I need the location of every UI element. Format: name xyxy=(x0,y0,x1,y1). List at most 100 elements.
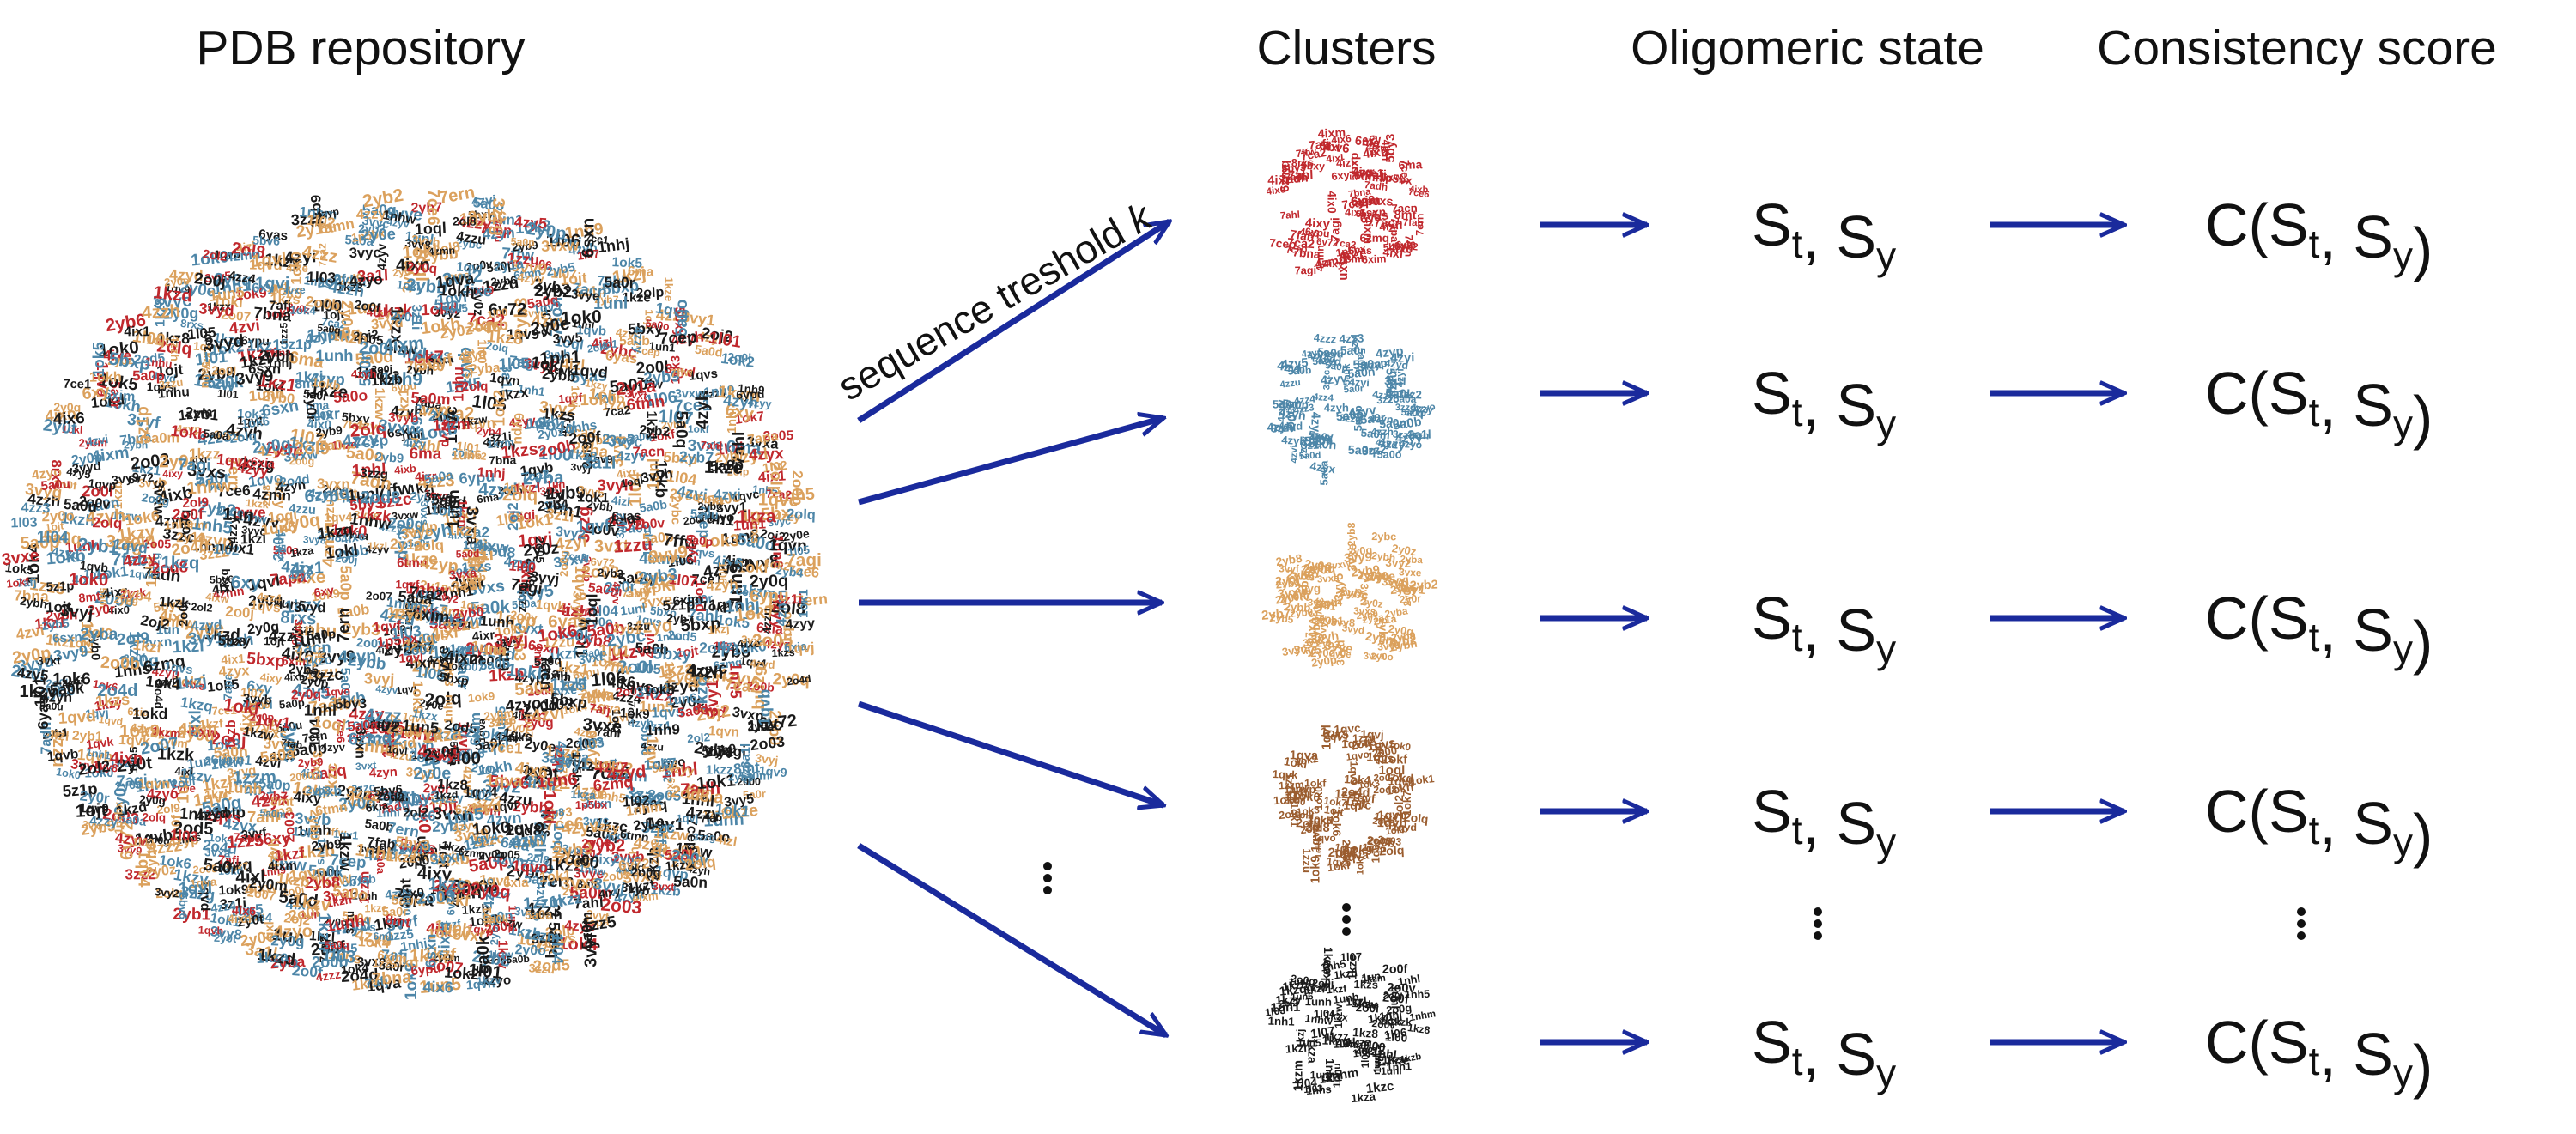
pdb-id-word: 1kzh xyxy=(60,509,95,530)
cluster-id-word: 2yb8 xyxy=(1346,522,1358,546)
subscript: y xyxy=(1876,820,1896,864)
subscript: y xyxy=(2393,233,2413,278)
pdb-id-word: 1qvk xyxy=(402,710,428,725)
pdb-id-word: 4ixy xyxy=(592,852,617,868)
pdb-id-word: 2o0j xyxy=(178,602,191,627)
pdb-id-word: 3vy9 xyxy=(117,841,143,858)
pdb-id-word: 7ern xyxy=(795,590,829,609)
score-symbol: ) xyxy=(2413,384,2433,451)
subscript: t xyxy=(2309,1039,2320,1083)
pdb-id-word: 5a0o xyxy=(345,443,386,466)
pdb-id-word: 3zzg xyxy=(489,198,507,236)
pdb-id-word: 2o0f xyxy=(566,737,595,752)
pdb-id-word: 2yb0 xyxy=(766,710,783,745)
score-symbol: S xyxy=(2269,1009,2309,1076)
cluster-id-word: 5bv6 xyxy=(1356,209,1377,221)
pdb-id-word: 2y0t xyxy=(505,719,531,736)
pdb-id-word: 6xy xyxy=(231,573,262,593)
pdb-id-word: 1qvd xyxy=(393,635,433,656)
pdb-id-word: 2y1a xyxy=(615,376,657,399)
pdb-id-word: 2o0f xyxy=(173,506,204,523)
pdb-id-word: 5bv6 xyxy=(177,894,190,919)
pdb-id-word: 1ok0 xyxy=(173,674,207,690)
pdb-id-word: 2y0e xyxy=(581,835,612,852)
pdb-id-word: 1kzd xyxy=(544,741,581,762)
pdb-id-word: 1l04 xyxy=(37,529,70,547)
pdb-id-word: 4ixy xyxy=(259,670,283,686)
pdb-id-word: 7ca2 xyxy=(590,763,629,784)
pdb-id-word: 4ix6 xyxy=(422,979,453,997)
pdb-id-word: 1okl xyxy=(540,791,559,825)
pdb-id-word: 2y0m xyxy=(673,552,702,567)
pdb-id-word: 2olq xyxy=(143,810,167,823)
cluster-id-word: 3vyd xyxy=(1341,623,1365,636)
pdb-id-word: 3zzg xyxy=(360,466,389,482)
pdb-id-word: 2olq xyxy=(327,324,361,343)
pdb-id-word: 5a0m xyxy=(410,389,451,408)
pdb-id-word: 1kzj xyxy=(295,368,324,385)
ellipsis-consistency xyxy=(2297,907,2306,940)
pdb-id-word: 2ybb xyxy=(347,652,387,674)
pdb-id-word: 1ok4 xyxy=(23,543,43,585)
pdb-id-word: 7ahl xyxy=(597,273,625,288)
pdb-id-word: 2y0r xyxy=(303,391,319,421)
pdb-id-word: 1l00 xyxy=(312,296,343,314)
pdb-id-word: 1l02 xyxy=(713,639,736,653)
pdb-id-word: 1zzm xyxy=(702,804,732,822)
cluster-id-word: 3vy5 xyxy=(1333,573,1346,601)
pdb-id-word: 4zyh xyxy=(722,391,758,412)
pdb-id-word: 3vy2 xyxy=(434,306,462,321)
ellipsis-clusters xyxy=(1342,903,1351,936)
pdb-id-word: 1un1 xyxy=(489,210,523,228)
pdb-id-word: 1kzs xyxy=(422,349,451,366)
pdb-id-word: 6ma xyxy=(476,490,500,506)
pdb-id-word: 1ok7 xyxy=(409,597,449,621)
cluster-id-word: 1qvd xyxy=(1392,822,1417,834)
pdb-id-word: 1okl xyxy=(62,423,83,436)
pdb-id-word: 1kzj xyxy=(708,622,730,637)
pdb-id-word: 5a0m xyxy=(587,580,623,599)
cluster-id-word: 2yb8 xyxy=(1275,552,1303,569)
cluster-id-word: 4zzz xyxy=(1313,331,1336,346)
pdb-id-word: 4zyd xyxy=(697,330,728,348)
pdb-id-word: 1qvs xyxy=(635,612,663,629)
pdb-id-word: 5a0a xyxy=(683,785,725,808)
pdb-id-word: 2y0z xyxy=(107,353,134,367)
pdb-id-word: 5z1p xyxy=(410,843,438,858)
cluster-clouds: 6xia5by34ix64ix06yas4ixw6v721p5bx4ixy4ix… xyxy=(1261,126,1438,1105)
pdb-id-word: 2y0z xyxy=(286,300,311,316)
pdb-id-word: 4zzh xyxy=(142,301,181,323)
pdb-id-word: 4zzu xyxy=(641,740,665,754)
pdb-id-word: 5a0u xyxy=(199,361,212,388)
subscript: t xyxy=(2309,808,2320,852)
pdb-id-word: 1kzl xyxy=(204,787,228,803)
pdb-id-word: 3vxe xyxy=(282,284,306,298)
pdb-id-word: 2yb8 xyxy=(671,852,704,870)
cluster-id-word: 7ern xyxy=(1402,235,1414,258)
pdb-id-word: 2o0f xyxy=(310,937,347,960)
cluster-id-word: 1zzu xyxy=(1300,848,1313,873)
score-symbol: ) xyxy=(2413,1033,2433,1100)
pdb-id-word: 5a0a xyxy=(273,544,300,557)
pdb-id-word: 4zzy xyxy=(573,781,606,800)
pdb-id-word: 2y0t xyxy=(214,931,237,945)
pdb-id-word: 1qvb xyxy=(756,689,774,725)
pdb-id-word: 2o0b xyxy=(100,653,141,674)
pdb-id-word: 1l02 xyxy=(622,792,650,810)
pdb-id-word: 3vy9 xyxy=(453,825,489,845)
split-arrow-4 xyxy=(857,700,1163,805)
pdb-id-word: 4zvi xyxy=(530,702,565,726)
pdb-id-word: 1qvs xyxy=(315,838,329,865)
cluster-id-word: 5a0a xyxy=(1318,460,1331,486)
pdb-id-word: 1un6 xyxy=(260,518,297,538)
score-symbol: , xyxy=(2319,790,2353,857)
pdb-id-word: 1p5bx xyxy=(740,504,793,526)
pdb-id-word: 2o0j xyxy=(335,552,359,567)
pdb-id-word: 2yb9 xyxy=(315,423,343,440)
pdb-id-word: 2000 xyxy=(94,587,135,611)
pdb-id-word: 7acn xyxy=(340,490,374,507)
pdb-id-word: 1nhl xyxy=(143,556,160,588)
pdb-id-word: 7ahl xyxy=(574,894,604,913)
cluster-id-word: 1nhj xyxy=(1323,1058,1336,1082)
pdb-id-word: 1ok4 xyxy=(289,304,316,318)
